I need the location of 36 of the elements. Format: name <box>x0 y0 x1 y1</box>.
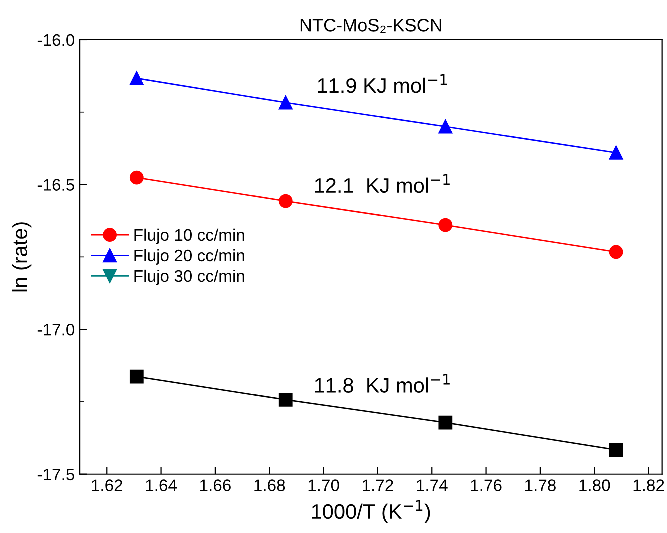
point <box>130 370 144 384</box>
legend-label: Flujo 20 cc/min <box>134 249 244 265</box>
annotation: 12.1 KJ mol$^{−1}$ <box>315 174 450 194</box>
point <box>278 393 293 407</box>
point <box>438 120 453 134</box>
x-tick-label: 1.76 <box>471 480 502 492</box>
point <box>278 194 293 208</box>
y-axis-title: ln (rate) <box>12 222 32 292</box>
legend-label: Flujo 30 cc/min <box>134 270 244 286</box>
x-tick-label: 1.70 <box>308 480 340 492</box>
y-tick-label: -17.5 <box>38 468 74 481</box>
x-tick-label: 1.66 <box>200 480 231 492</box>
y-tick-label: -16.5 <box>38 179 74 191</box>
x-tick-label: 1.68 <box>254 480 286 492</box>
x-tick-label: 1.78 <box>526 480 556 492</box>
x-tick-label: 1.62 <box>92 480 123 492</box>
x-tick-label: 1.72 <box>363 480 394 492</box>
y-tick-label: -16.0 <box>38 34 75 46</box>
point <box>438 218 453 232</box>
point <box>278 96 293 110</box>
x-tick-label: 1.80 <box>580 480 610 492</box>
chart-title: NTC-MoS₂-KSCN <box>300 19 442 34</box>
x-tick-label: 1.64 <box>146 480 178 492</box>
legend-label: Flujo 10 cc/min <box>134 228 244 244</box>
x-tick-label: 1.74 <box>417 480 448 492</box>
x-tick-label: 1.82 <box>634 480 664 492</box>
point <box>609 146 624 160</box>
x-axis-title: 1000/T (K$^{−1}$) <box>312 500 430 524</box>
point <box>130 72 144 86</box>
point <box>130 170 144 185</box>
point <box>609 245 624 260</box>
point <box>438 416 453 430</box>
annotation: 11.8 KJ mol$^{−1}$ <box>315 374 450 393</box>
y-tick-label: -17.0 <box>38 324 75 336</box>
point <box>609 443 624 457</box>
annotation: 11.9 KJ mol$^{−1}$ <box>318 74 448 94</box>
